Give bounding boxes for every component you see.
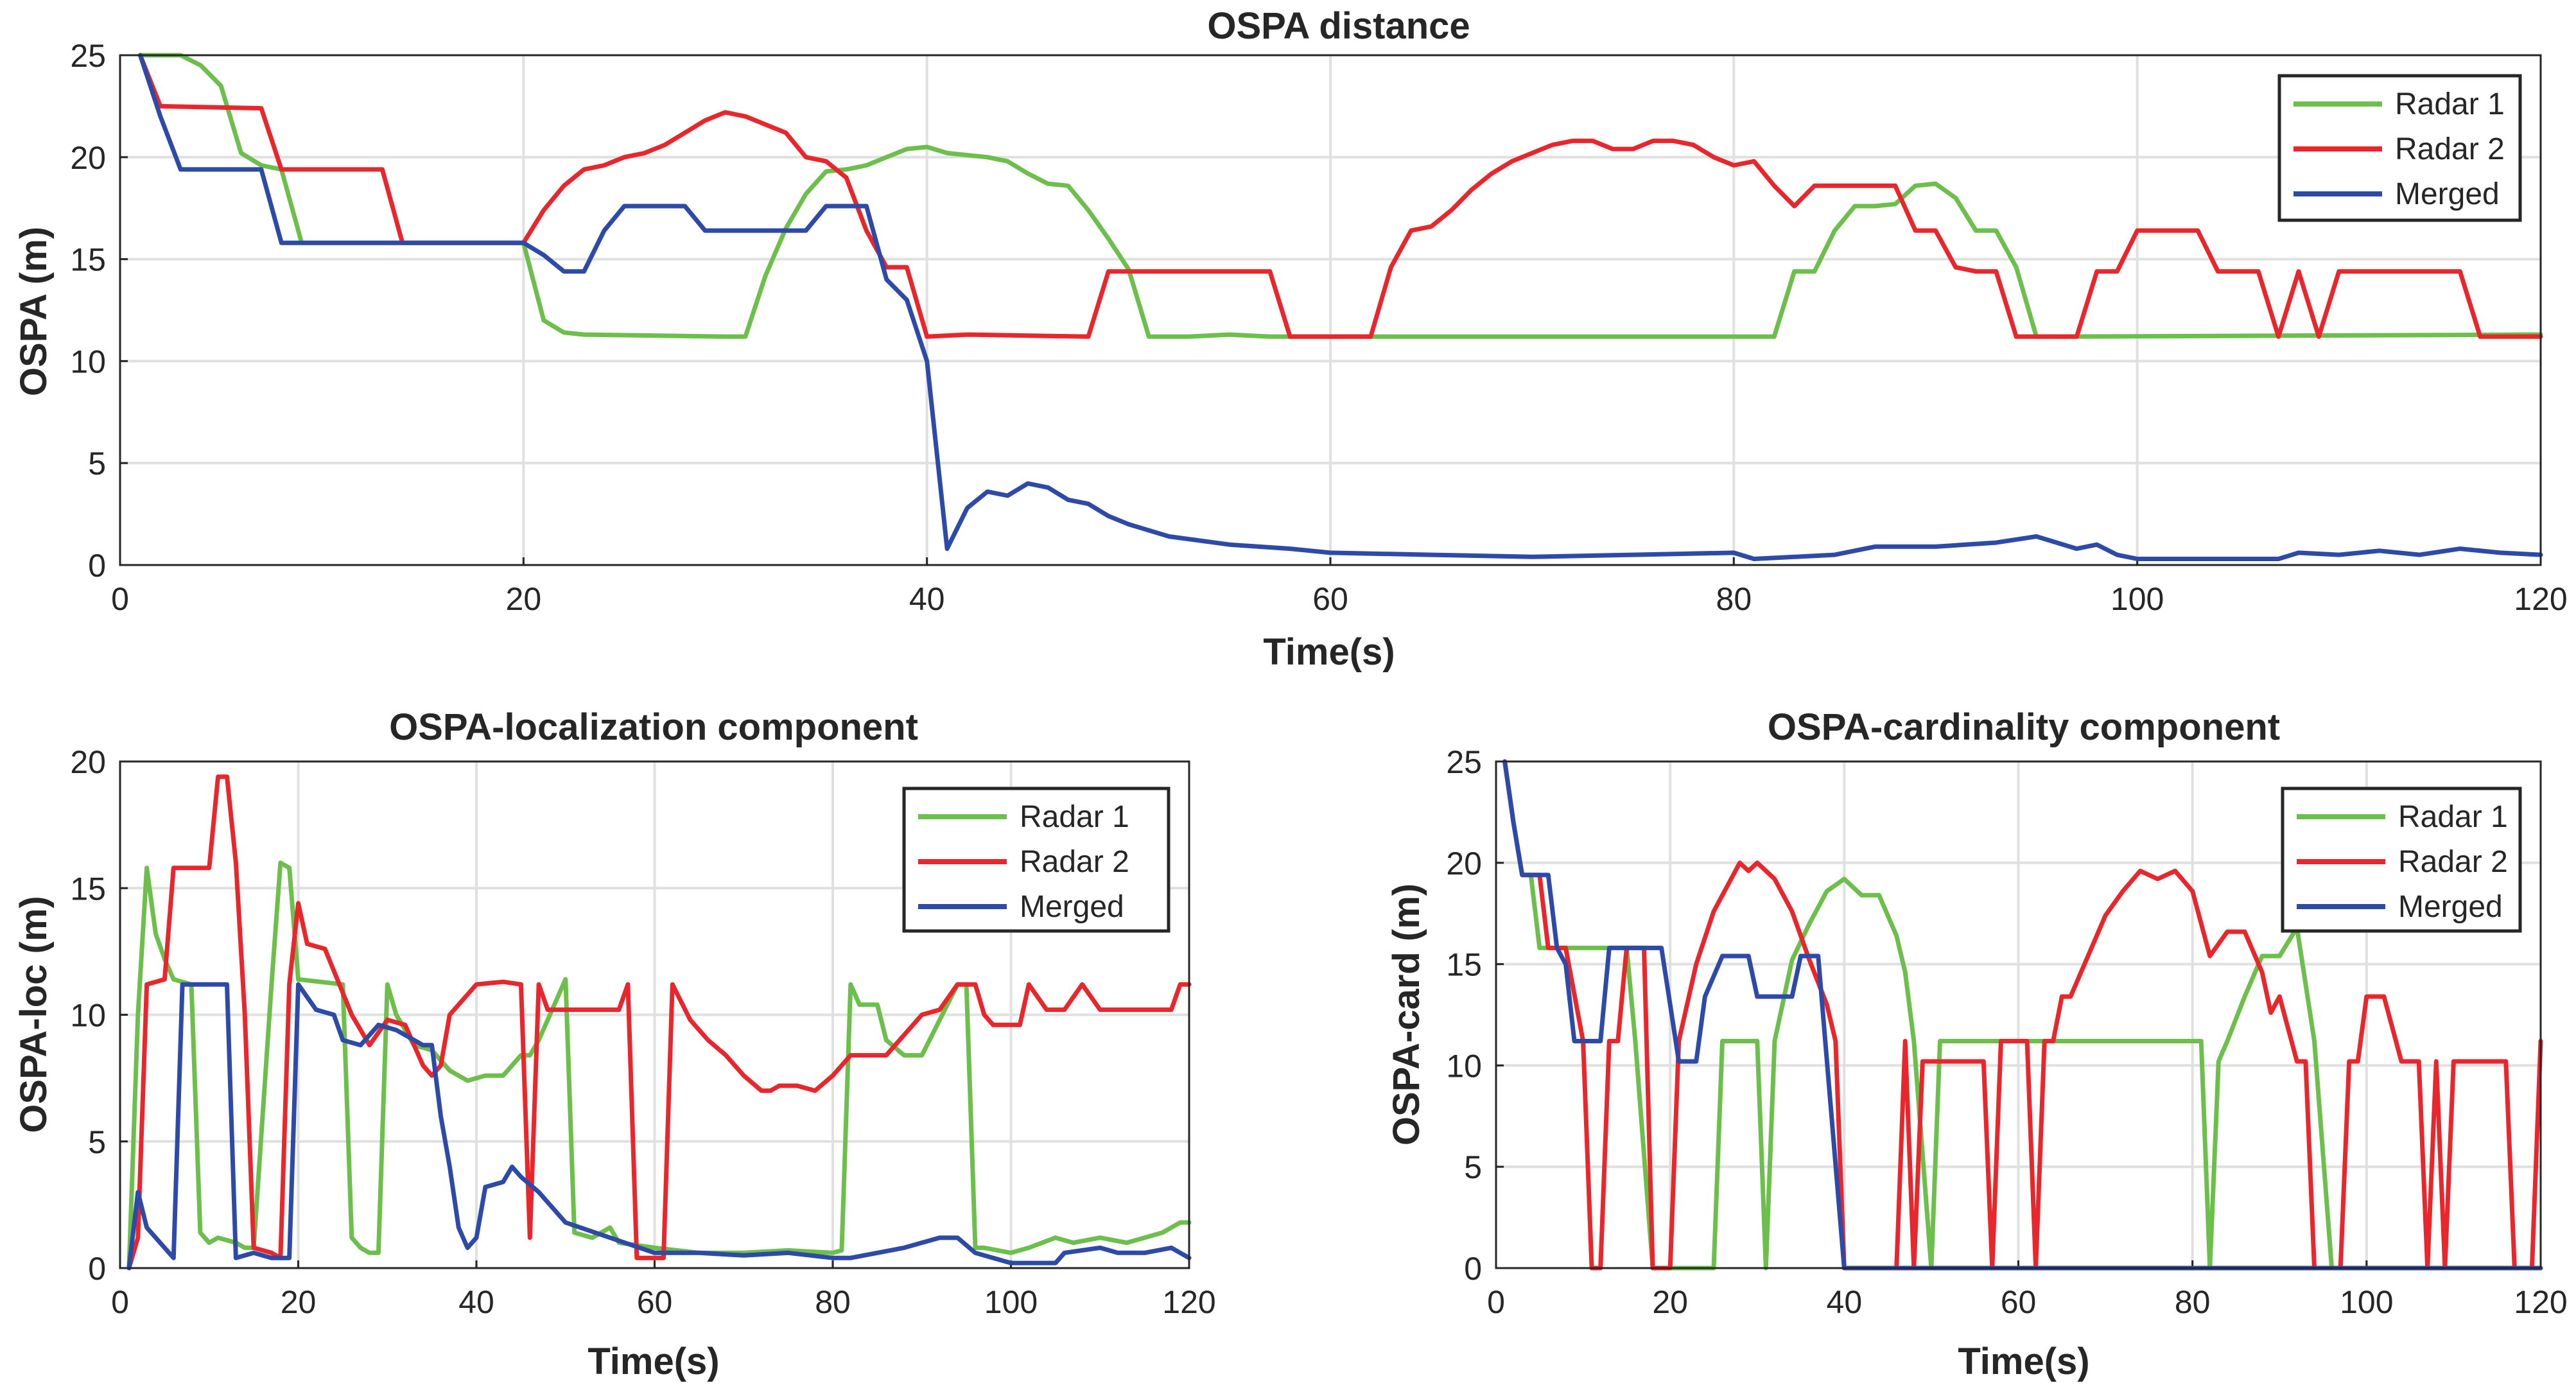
y-axis-label: OSPA (m) (13, 227, 55, 396)
x-tick-label: 60 (2001, 1284, 2037, 1320)
x-tick-label: 120 (2514, 1284, 2567, 1320)
y-tick-label: 5 (1464, 1149, 1482, 1185)
axes-frame (1495, 760, 2542, 1269)
x-tick-label: 20 (281, 1284, 317, 1320)
legend-label: Merged (1020, 890, 1124, 924)
y-tick-label: 15 (70, 871, 106, 907)
ospa-cardinality-chart: OSPA-cardinality component Time(s) OSPA-… (1386, 706, 2568, 1382)
ospa-localization-chart: OSPA-localization component Time(s) OSPA… (13, 706, 1216, 1382)
x-tick-label: 120 (1162, 1284, 1215, 1320)
legend-label: Radar 1 (1020, 800, 1129, 834)
x-tick-label: 60 (637, 1284, 673, 1320)
x-tick-label: 0 (1487, 1284, 1505, 1320)
ospa-distance-chart: OSPA distance Time(s) OSPA (m) 0 20 40 60 80… (13, 5, 2568, 673)
y-tick-label: 20 (70, 744, 106, 780)
legend: Radar 1 Radar 2 Merged (2281, 787, 2522, 933)
legend-label: Radar 1 (2395, 87, 2505, 121)
y-tick-label: 0 (88, 1251, 106, 1287)
x-tick-label: 100 (984, 1284, 1038, 1320)
y-axis-label: OSPA-loc (m) (13, 896, 55, 1133)
y-tick-label: 25 (1446, 744, 1482, 780)
legend-label: Radar 2 (2398, 845, 2508, 879)
x-axis-label: Time(s) (1263, 631, 1395, 673)
legend: Radar 1 Radar 2 Merged (902, 787, 1171, 933)
x-tick-label: 80 (1716, 581, 1752, 617)
legend-label: Merged (2398, 890, 2503, 924)
x-tick-label: 40 (458, 1284, 494, 1320)
legend: Radar 1 Radar 2 Merged (2277, 74, 2522, 222)
axes-frame (119, 760, 1190, 1269)
series-line-merged (1502, 759, 2543, 1271)
legend-label: Radar 2 (1020, 845, 1129, 879)
y-tick-label: 10 (1446, 1048, 1482, 1084)
x-tick-label: 20 (1652, 1284, 1688, 1320)
y-tick-label: 5 (88, 446, 106, 482)
x-tick-label: 80 (2175, 1284, 2211, 1320)
x-axis-label: Time(s) (1958, 1341, 2089, 1382)
x-tick-label: 0 (111, 1284, 129, 1320)
chart-title: OSPA-cardinality component (1768, 706, 2280, 748)
y-axis-label: OSPA-card (m) (1386, 883, 1427, 1145)
legend-label: Radar 2 (2395, 132, 2505, 166)
legend-label: Merged (2395, 177, 2500, 211)
axes-frame (119, 54, 2542, 566)
series-line-merged (137, 53, 2543, 561)
legend-label: Radar 1 (2398, 800, 2508, 834)
x-tick-label: 60 (1312, 581, 1348, 617)
series-line-radar-2 (126, 774, 1192, 1271)
series-line-radar-2 (137, 53, 2543, 339)
y-tick-label: 15 (1446, 947, 1482, 983)
y-tick-label: 10 (70, 344, 106, 379)
y-tick-label: 20 (70, 140, 106, 176)
y-tick-label: 20 (1446, 846, 1482, 882)
x-tick-label: 120 (2514, 581, 2567, 617)
x-tick-label: 100 (2110, 581, 2164, 617)
x-tick-label: 100 (2340, 1284, 2393, 1320)
y-tick-label: 25 (70, 38, 106, 74)
x-tick-label: 40 (1827, 1284, 1863, 1320)
x-axis-label: Time(s) (587, 1341, 719, 1382)
x-tick-label: 0 (111, 581, 129, 617)
y-tick-label: 5 (88, 1124, 106, 1160)
series-line-radar-1 (126, 860, 1192, 1271)
series-line-radar-1 (1502, 759, 2543, 1271)
y-tick-label: 0 (1464, 1251, 1482, 1287)
x-tick-label: 80 (815, 1284, 851, 1320)
y-tick-label: 15 (70, 242, 106, 278)
chart-title: OSPA distance (1207, 5, 1470, 47)
y-tick-label: 0 (88, 548, 106, 584)
chart-title: OSPA-localization component (389, 706, 918, 748)
series-line-merged (126, 982, 1192, 1271)
x-tick-label: 40 (909, 581, 945, 617)
y-tick-label: 10 (70, 998, 106, 1034)
x-tick-label: 20 (506, 581, 542, 617)
